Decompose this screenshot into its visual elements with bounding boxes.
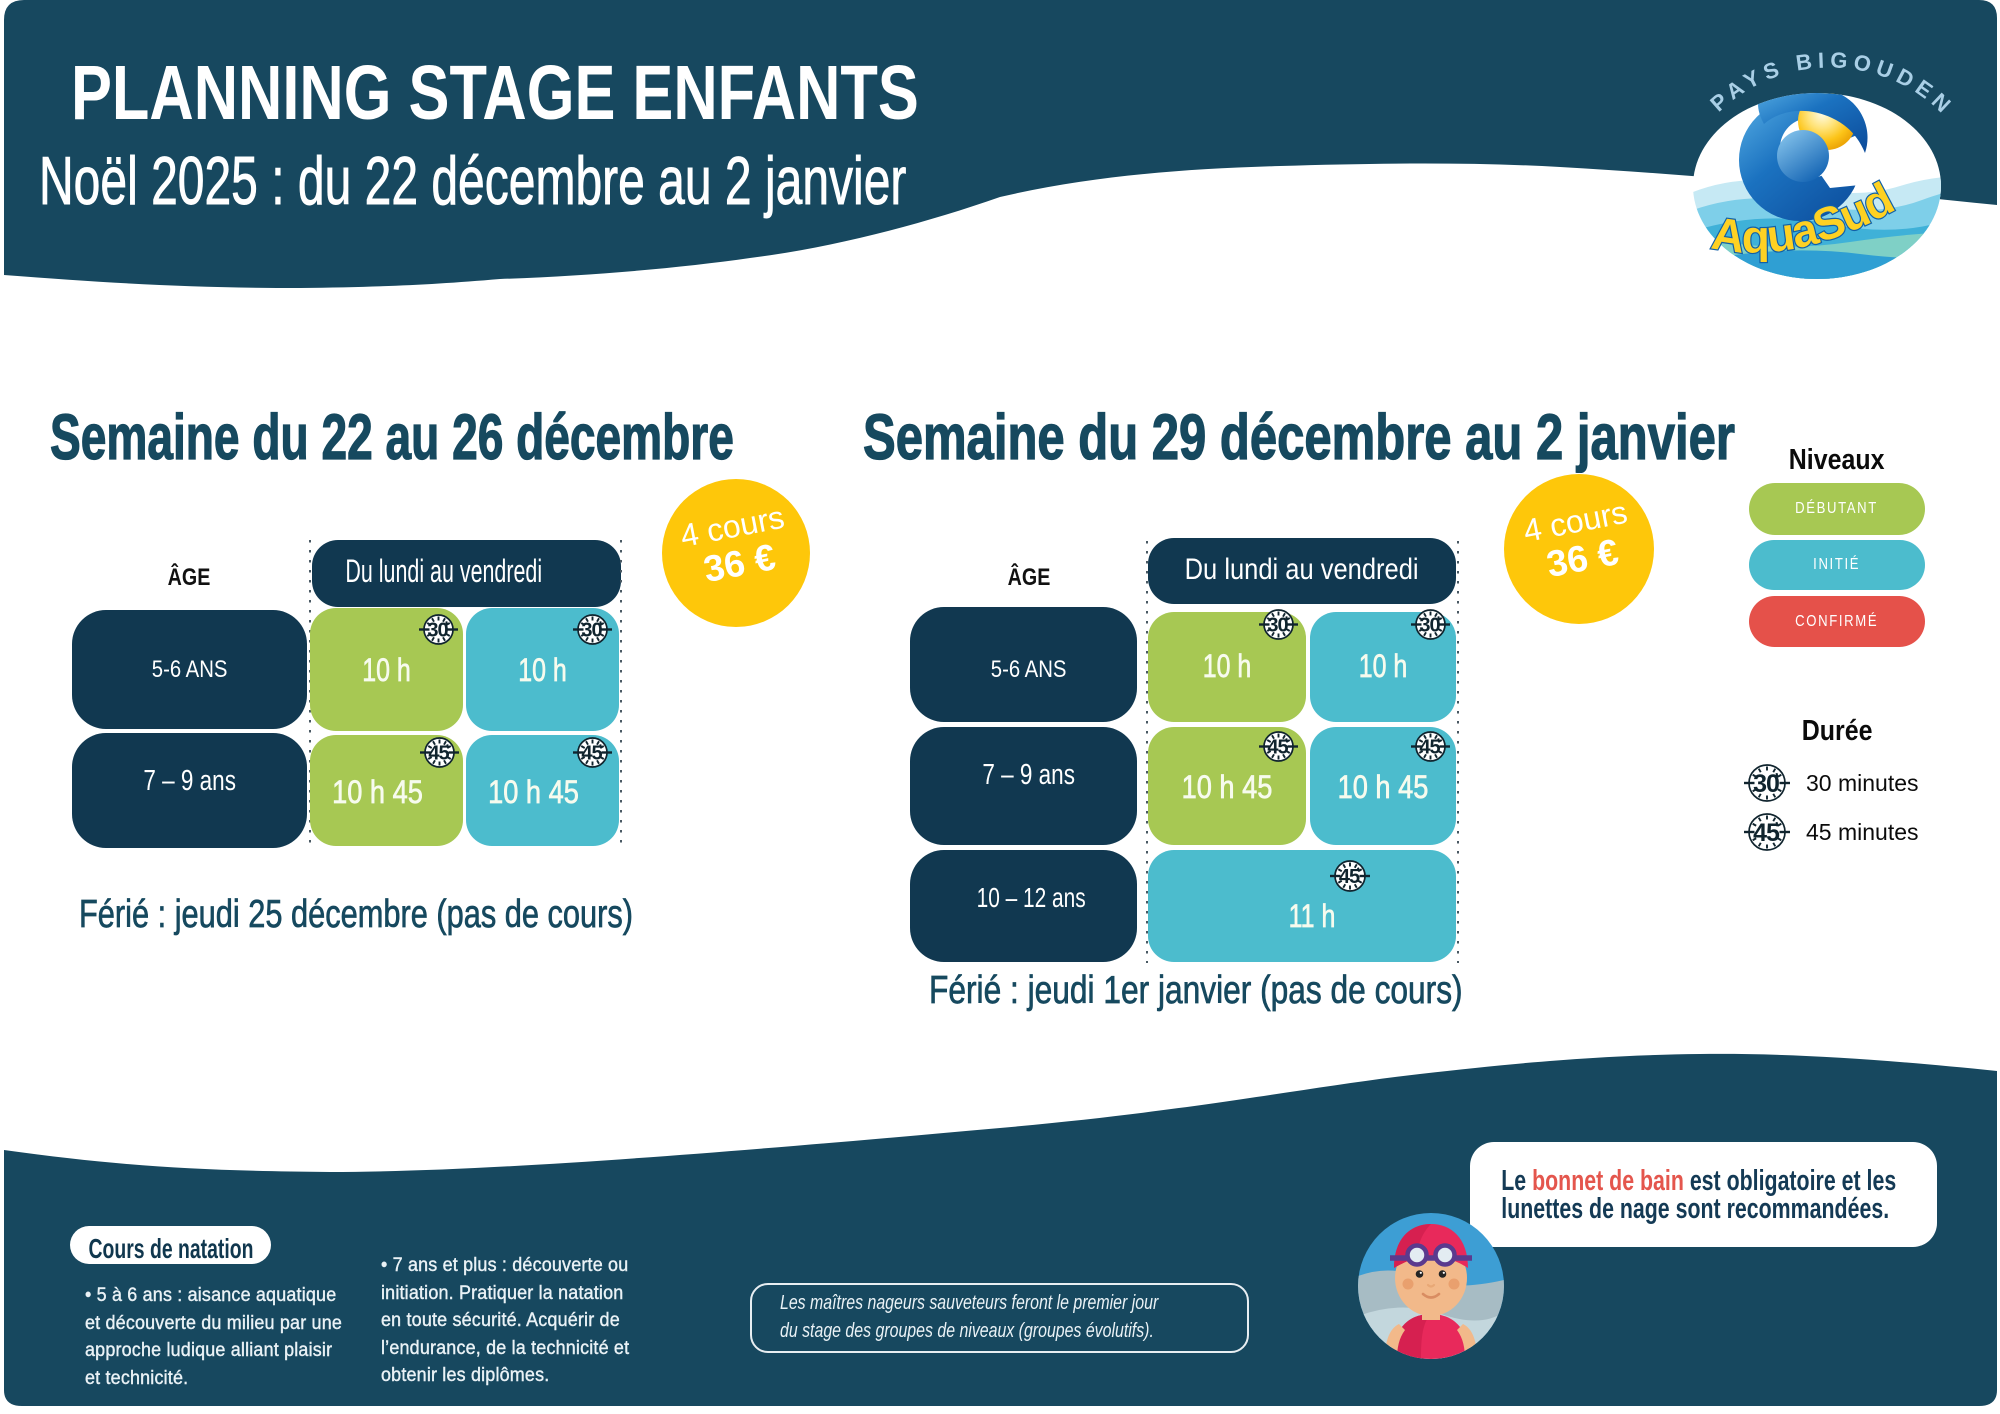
svg-text:30: 30 xyxy=(1267,614,1288,636)
svg-text:45: 45 xyxy=(1267,736,1288,758)
svg-text:30: 30 xyxy=(427,619,448,641)
svg-text:45: 45 xyxy=(1339,866,1360,888)
svg-text:30: 30 xyxy=(1753,770,1779,798)
svg-text:30: 30 xyxy=(581,619,602,641)
svg-text:45: 45 xyxy=(1419,736,1440,758)
svg-text:45: 45 xyxy=(428,742,449,764)
svg-text:45: 45 xyxy=(1753,819,1780,847)
svg-text:45: 45 xyxy=(581,742,602,764)
svg-text:30: 30 xyxy=(1419,614,1440,636)
